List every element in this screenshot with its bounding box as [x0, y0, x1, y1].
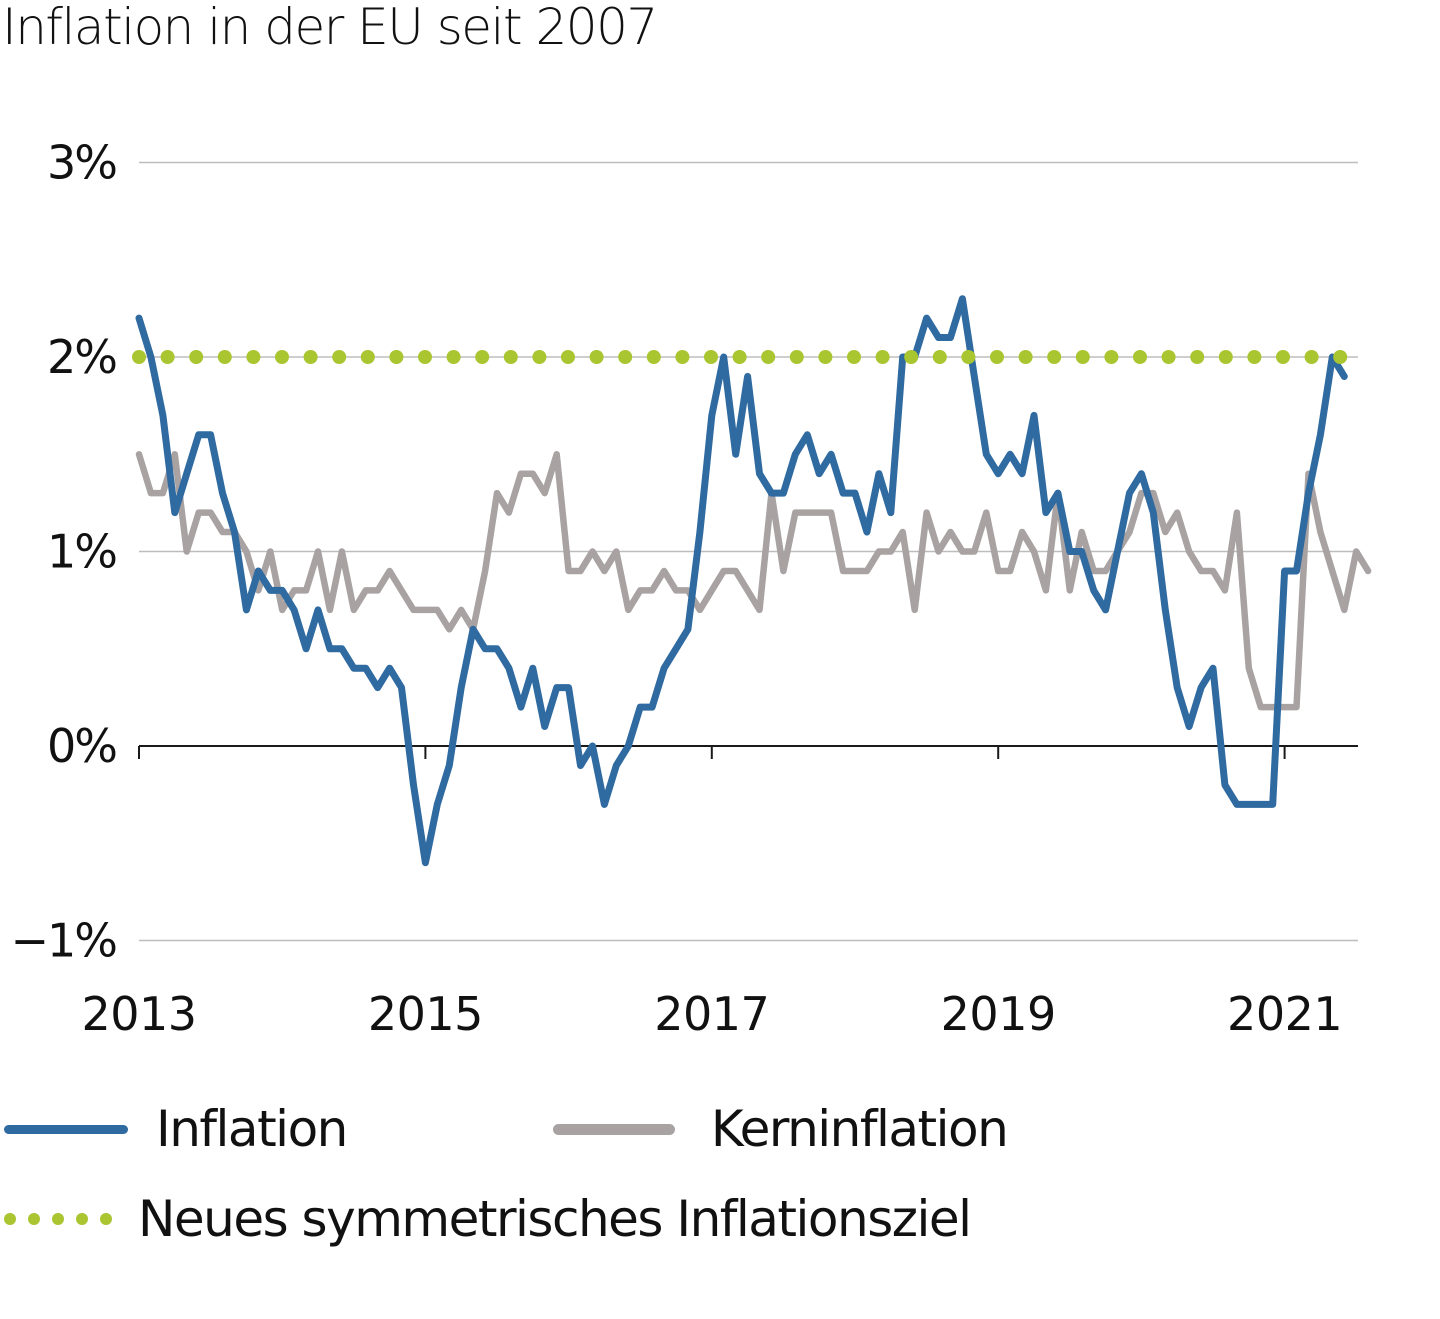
target-dot	[875, 350, 890, 364]
target-dot	[1218, 350, 1233, 364]
target-dot	[1333, 350, 1348, 364]
target-dot	[1104, 350, 1119, 364]
y-tick-label: 2%	[47, 330, 116, 384]
x-tick-label: 2013	[81, 987, 196, 1041]
target-dot	[189, 350, 204, 364]
target-dot	[589, 350, 604, 364]
target-dot	[1276, 350, 1290, 364]
target-dot	[1133, 350, 1147, 364]
target-dot	[561, 350, 575, 364]
series-kerninflation	[135, 451, 1372, 711]
legend-row-1: Inflation Kerninflation	[0, 1100, 1009, 1158]
legend-label-inflationsziel: Neues symmetrisches Inflationsziel	[138, 1190, 972, 1248]
target-dot	[961, 350, 976, 364]
y-tick-label: 0%	[47, 719, 116, 773]
series-line-inflation	[135, 295, 1348, 867]
target-dot	[360, 350, 375, 364]
target-dot	[332, 350, 347, 364]
target-dot	[389, 350, 404, 364]
target-dot	[246, 350, 261, 364]
target-dot	[1247, 350, 1262, 364]
legend-swatch-kerninflation	[552, 1123, 675, 1135]
target-dot	[904, 350, 919, 364]
x-tick-label: 2017	[654, 987, 769, 1041]
target-dot	[704, 350, 718, 364]
target-dot	[1190, 350, 1205, 364]
gridlines	[138, 161, 1358, 942]
target-dot	[618, 350, 633, 364]
target-dot	[646, 350, 661, 364]
target-dot	[847, 350, 861, 364]
series-inflationsziel	[132, 350, 1348, 364]
target-dot	[532, 350, 547, 364]
target-dot	[275, 350, 289, 364]
x-tick-label: 2015	[368, 987, 483, 1041]
target-dot	[1047, 350, 1062, 364]
legend-swatch-inflationsziel	[4, 1213, 112, 1225]
target-dot	[732, 350, 747, 364]
target-dot	[990, 350, 1004, 364]
target-dot	[217, 350, 232, 364]
y-tick-label: 1%	[47, 525, 116, 579]
legend-label-inflation: Inflation	[156, 1100, 348, 1158]
target-dot	[1304, 350, 1319, 364]
target-dot	[503, 350, 518, 364]
legend-label-kerninflation: Kerninflation	[710, 1100, 1009, 1158]
target-dot	[475, 350, 490, 364]
y-axis-tick-labels: 3% 2% 1% 0% −1%	[10, 136, 118, 968]
x-axis-tick-labels: 2013 2015 2017 2019 2021	[81, 987, 1342, 1041]
target-dot	[761, 350, 776, 364]
y-tick-label: −1%	[10, 914, 116, 968]
target-dot	[160, 350, 175, 364]
chart-title: Inflation in der EU seit 2007	[2, 0, 658, 56]
target-dot	[932, 350, 947, 364]
x-tick-label: 2021	[1227, 987, 1342, 1041]
target-dot	[675, 350, 690, 364]
target-dot	[1075, 350, 1090, 364]
target-dot	[303, 350, 318, 364]
legend-swatch-inflation	[4, 1124, 128, 1134]
target-dot	[132, 350, 146, 364]
legend-row-2: Neues symmetrisches Inflationsziel	[0, 1190, 972, 1248]
series-line-kerninflation	[135, 451, 1372, 711]
target-dot	[418, 350, 432, 364]
target-dot	[446, 350, 461, 364]
y-tick-label: 3%	[47, 136, 116, 190]
x-tick-label: 2019	[941, 987, 1056, 1041]
target-dot	[1161, 350, 1176, 364]
target-dot	[1018, 350, 1033, 364]
series-inflation	[135, 295, 1348, 867]
target-dot	[789, 350, 804, 364]
target-dot	[818, 350, 833, 364]
